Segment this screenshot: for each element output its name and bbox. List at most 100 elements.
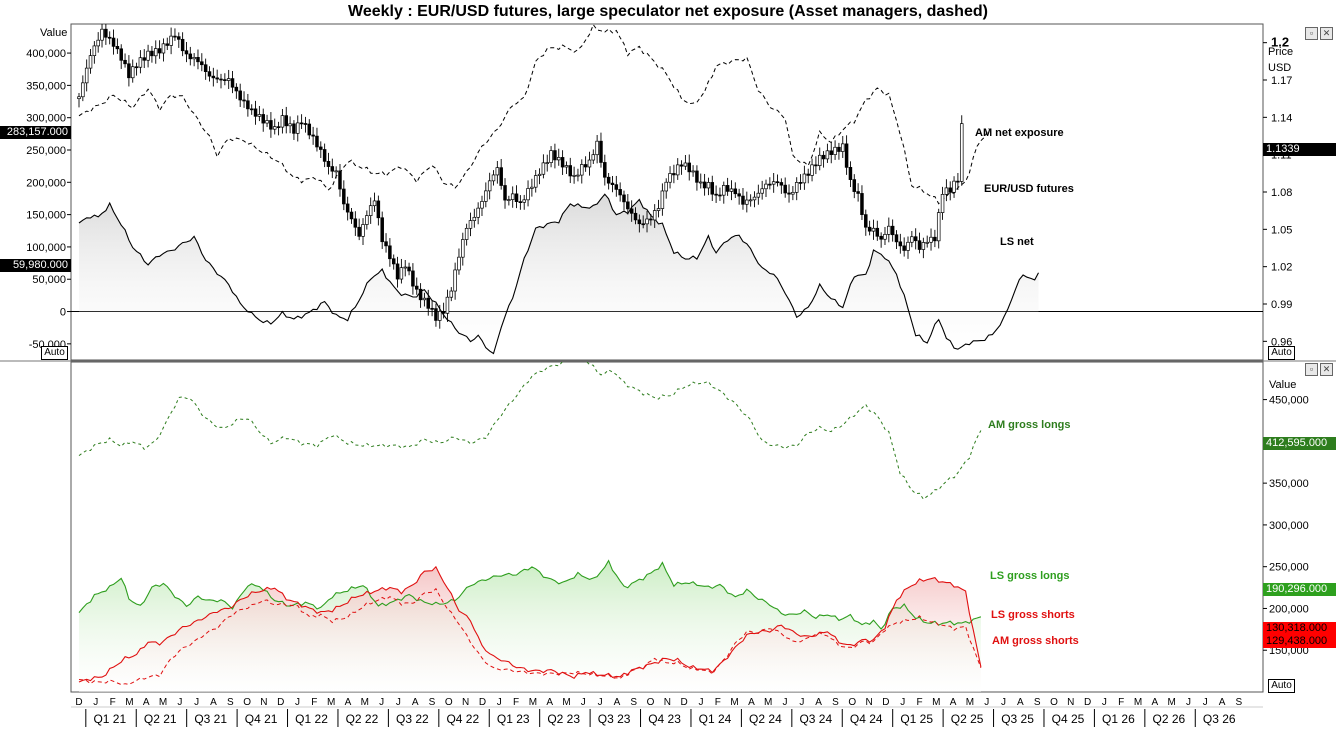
candle-body bbox=[867, 226, 872, 232]
candle-body bbox=[192, 57, 196, 60]
x-quarter-label: Q3 25 bbox=[1001, 712, 1034, 726]
x-month-label: O bbox=[445, 697, 453, 708]
candle-body bbox=[679, 164, 684, 167]
candle-body bbox=[495, 167, 500, 176]
candle-body bbox=[484, 190, 488, 202]
panel-bottom-restore-button[interactable]: ▫ bbox=[1305, 363, 1318, 376]
candle-body bbox=[959, 123, 964, 182]
panel-bottom-close-button[interactable]: ✕ bbox=[1320, 363, 1333, 376]
candle-body bbox=[848, 167, 853, 180]
candle-body bbox=[791, 191, 795, 195]
candle-body bbox=[871, 227, 876, 232]
candle-body bbox=[637, 219, 642, 225]
x-month-label: D bbox=[681, 697, 688, 708]
right-tick-label: 0.99 bbox=[1271, 299, 1292, 311]
x-month-label: F bbox=[1118, 697, 1124, 708]
tag-am-longs-last: 412,595.000 bbox=[1263, 437, 1336, 450]
candle-body bbox=[169, 35, 173, 46]
candle-body bbox=[476, 207, 480, 218]
candle-body bbox=[230, 78, 235, 88]
candle-body bbox=[468, 220, 473, 229]
x-month-label: J bbox=[799, 697, 804, 708]
candle-body bbox=[407, 266, 411, 272]
candle-body bbox=[672, 173, 676, 176]
candle-body bbox=[510, 193, 515, 200]
eurusd-candles bbox=[77, 24, 964, 329]
candle-body bbox=[844, 143, 849, 168]
x-quarter-label: Q4 22 bbox=[446, 712, 479, 726]
candle-body bbox=[737, 193, 741, 197]
panel-top-close-button[interactable]: ✕ bbox=[1320, 27, 1333, 40]
candle-body bbox=[249, 108, 254, 111]
candle-body bbox=[591, 154, 596, 161]
candle-body bbox=[656, 208, 661, 211]
candle-body bbox=[898, 241, 903, 247]
tag-price-last: 1.1339 bbox=[1263, 143, 1336, 156]
candle-body bbox=[319, 146, 323, 150]
candle-body bbox=[88, 55, 93, 69]
left-tick-label: 0 bbox=[60, 307, 66, 319]
x-month-label: M bbox=[730, 697, 738, 708]
candle-body bbox=[134, 66, 139, 69]
candle-body bbox=[338, 170, 342, 190]
right-tick-label: 150,000 bbox=[1269, 645, 1309, 657]
candle-body bbox=[472, 216, 477, 221]
candle-body bbox=[130, 66, 135, 79]
candle-body bbox=[783, 184, 787, 194]
left-tick-label: 50,000 bbox=[32, 274, 66, 286]
x-month-label: M bbox=[1134, 697, 1142, 708]
ls-gross-shorts-area bbox=[79, 566, 981, 692]
candle-body bbox=[614, 184, 619, 190]
left-tick-label: 150,000 bbox=[26, 210, 66, 222]
candle-body bbox=[280, 115, 285, 128]
candle-body bbox=[913, 236, 918, 242]
annotation-ls-net: LS net bbox=[1000, 236, 1034, 248]
candle-body bbox=[722, 185, 726, 196]
candle-body bbox=[733, 188, 738, 195]
candle-body bbox=[92, 45, 97, 57]
left-axis-title-top: Value bbox=[40, 27, 68, 39]
auto-scale-left-top[interactable]: Auto bbox=[41, 346, 68, 360]
right-axis-title-top: Price USD bbox=[1268, 46, 1294, 74]
candle-body bbox=[326, 161, 331, 167]
candle-body bbox=[150, 50, 154, 57]
x-month-label: N bbox=[1067, 697, 1074, 708]
candle-body bbox=[545, 162, 549, 164]
chart-axes: 400,000 350,000 300,000 250,000 200,000 150,0… bbox=[26, 35, 1309, 727]
candle-body bbox=[771, 181, 776, 185]
candle-body bbox=[710, 182, 715, 195]
candle-body bbox=[810, 164, 814, 176]
candle-body bbox=[77, 96, 81, 100]
x-month-label: J bbox=[396, 697, 401, 708]
candle-body bbox=[453, 269, 457, 292]
candle-body bbox=[756, 192, 761, 198]
candle-body bbox=[856, 191, 860, 194]
candle-body bbox=[353, 218, 358, 228]
panel-top-restore-button[interactable]: ▫ bbox=[1305, 27, 1318, 40]
positions-panel-plot bbox=[78, 362, 982, 692]
x-quarter-label: Q3 21 bbox=[194, 712, 227, 726]
x-month-label: J bbox=[1203, 697, 1208, 708]
x-month-label: J bbox=[900, 697, 905, 708]
x-month-label: A bbox=[1017, 697, 1024, 708]
chart-title: Weekly : EUR/USD futures, large speculat… bbox=[348, 3, 988, 20]
auto-scale-right-bottom[interactable]: Auto bbox=[1268, 679, 1295, 693]
candle-body bbox=[238, 90, 242, 101]
x-month-label: S bbox=[1034, 697, 1041, 708]
candle-body bbox=[223, 79, 227, 81]
candle-body bbox=[599, 140, 603, 163]
x-month-label: M bbox=[125, 697, 133, 708]
auto-scale-right-top[interactable]: Auto bbox=[1268, 346, 1295, 360]
candle-body bbox=[226, 78, 231, 81]
candle-body bbox=[587, 159, 592, 168]
candle-body bbox=[434, 308, 438, 321]
candle-body bbox=[633, 212, 638, 221]
candle-body bbox=[556, 157, 561, 161]
candle-body bbox=[936, 212, 941, 242]
candle-body bbox=[875, 227, 880, 237]
candle-body bbox=[303, 123, 308, 125]
x-month-label: J bbox=[295, 697, 300, 708]
candle-body bbox=[649, 218, 653, 221]
x-month-label: A bbox=[345, 697, 352, 708]
